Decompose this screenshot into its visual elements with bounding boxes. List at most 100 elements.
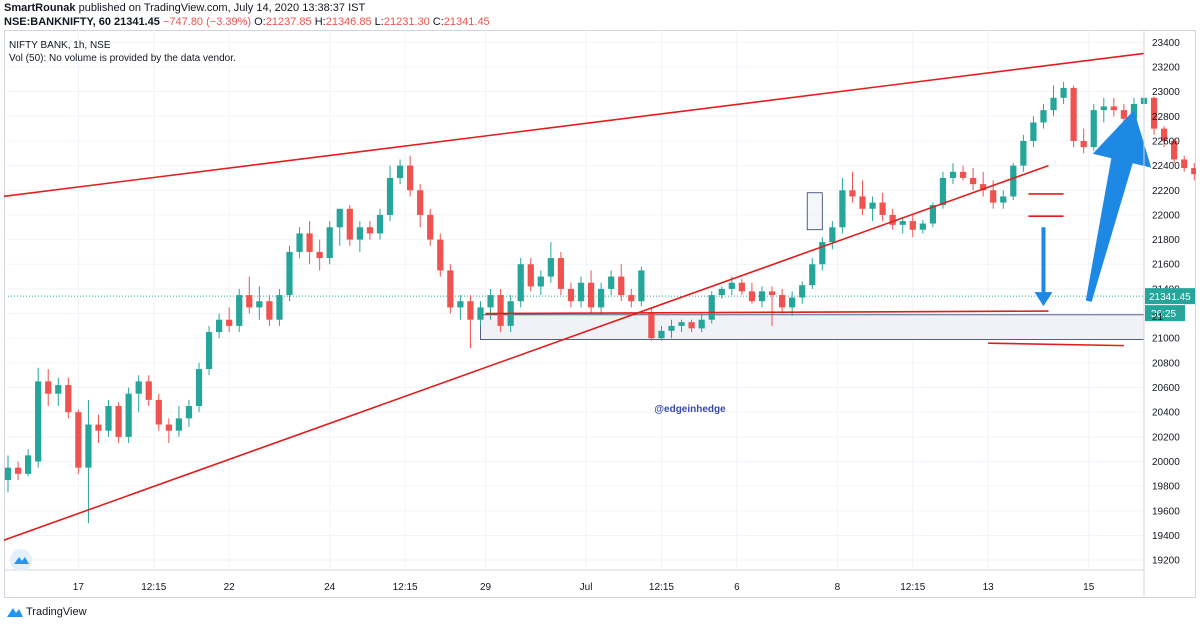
candle-down xyxy=(618,276,625,296)
price-chart[interactable]: 19200 19400 19600 19800 20000 20200 20400 20600… xyxy=(4,30,1196,598)
candle-up xyxy=(185,406,193,419)
high-value: 21346.85 xyxy=(325,16,372,28)
candle-up xyxy=(135,381,142,394)
candle-down xyxy=(1181,159,1188,169)
lower-channel xyxy=(4,164,1049,541)
candle-up xyxy=(296,233,303,252)
x-tick-label: Jul xyxy=(580,582,593,593)
candle-up xyxy=(1060,87,1067,98)
y-tick-label: 20600 xyxy=(1152,383,1180,394)
candle-down xyxy=(1080,140,1087,148)
candle-up xyxy=(256,301,263,308)
candle-up xyxy=(326,227,333,259)
candle-down xyxy=(1191,168,1196,175)
candle-up xyxy=(1100,106,1107,111)
grid xyxy=(8,30,1144,570)
candle-up xyxy=(195,369,203,407)
close-label: C: xyxy=(432,16,444,28)
y-tick-label: 20000 xyxy=(1152,457,1180,468)
candle-up xyxy=(4,467,12,480)
candle-up xyxy=(789,297,796,308)
candle-up xyxy=(809,264,816,286)
candle-up xyxy=(1020,140,1027,166)
candle-up xyxy=(105,406,112,431)
candle-up xyxy=(175,418,183,431)
candle-down xyxy=(427,214,434,240)
candle-down xyxy=(145,381,152,400)
candle-up xyxy=(537,276,544,287)
candle-up xyxy=(547,258,554,277)
candle-up xyxy=(286,251,293,296)
x-tick-label: 24 xyxy=(324,582,336,593)
x-tick-label: 12:15 xyxy=(393,582,418,593)
candle-down xyxy=(65,385,72,413)
tradingview-footer-icon xyxy=(7,608,23,617)
candle-down xyxy=(648,313,655,339)
candle-up xyxy=(819,242,826,265)
footer-brand[interactable]: TradingView xyxy=(26,606,87,618)
tradingview-logo-button[interactable] xyxy=(10,549,32,571)
publish-line: SmartRounak published on TradingView.com… xyxy=(4,2,365,14)
candle-down xyxy=(115,406,122,437)
high-label: H: xyxy=(314,16,326,28)
candle-down xyxy=(14,467,22,474)
candles xyxy=(4,81,1196,524)
published-text: published on TradingView.com, July 14, 2… xyxy=(78,2,366,14)
candle-up xyxy=(949,171,957,178)
candle-down xyxy=(688,322,695,329)
candle-up xyxy=(487,295,494,308)
y-tick-label: 21000 xyxy=(1152,334,1180,345)
candle-down xyxy=(859,196,866,209)
candle-down xyxy=(1120,110,1128,119)
candle-up xyxy=(386,177,394,215)
countdown-badge-text: 36:25 xyxy=(1151,309,1176,320)
last-price-badge-text: 21341.45 xyxy=(1149,292,1191,303)
close-value: 21341.45 xyxy=(443,16,490,28)
candle-up xyxy=(577,282,585,302)
candle-up xyxy=(718,288,725,296)
candle-down xyxy=(407,165,414,191)
countdown-badge xyxy=(1145,305,1185,322)
candle-down xyxy=(748,291,756,302)
candle-up xyxy=(1000,196,1007,203)
y-tick-label: 21600 xyxy=(1152,260,1180,271)
candle-up xyxy=(1090,110,1097,148)
candle-up xyxy=(919,223,926,230)
candle-up xyxy=(457,301,464,308)
candle-up xyxy=(939,177,947,206)
candle-up xyxy=(376,214,384,234)
candle-down xyxy=(467,301,474,320)
x-tick-label: 17 xyxy=(73,582,85,593)
x-tick-label: 8 xyxy=(835,582,841,593)
candle-down xyxy=(155,399,162,425)
candle-up xyxy=(215,319,223,333)
author-name[interactable]: SmartRounak xyxy=(4,2,76,14)
candle-down xyxy=(889,214,896,225)
candle-up xyxy=(356,227,363,240)
candle-down xyxy=(557,258,565,289)
candle-up xyxy=(276,295,283,320)
symbol[interactable]: NSE:BANKNIFTY, 60 xyxy=(4,16,111,28)
candle-up xyxy=(477,307,484,320)
candle-up xyxy=(125,393,132,437)
y-tick-label: 20800 xyxy=(1152,358,1180,369)
candle-down xyxy=(959,171,967,178)
open-value: 21237.85 xyxy=(265,16,312,28)
header: SmartRounak published on TradingView.com… xyxy=(0,0,1200,30)
candle-up xyxy=(24,455,32,474)
candle-up xyxy=(658,330,665,339)
candle-down xyxy=(226,319,233,326)
candle-up xyxy=(728,282,735,289)
candle-up xyxy=(608,276,615,289)
chart-frame xyxy=(4,30,1196,598)
y-tick-label: 19400 xyxy=(1152,531,1180,542)
candle-down xyxy=(246,295,253,308)
candle-down xyxy=(587,282,595,308)
last-price-badge xyxy=(1145,288,1195,305)
x-tick-label: 13 xyxy=(983,582,995,593)
candle-up xyxy=(1040,110,1047,123)
candle-up xyxy=(35,381,42,462)
y-tick-label: 22400 xyxy=(1152,161,1180,172)
candle-up xyxy=(1010,165,1017,197)
y-tick-label: 20400 xyxy=(1152,408,1180,419)
